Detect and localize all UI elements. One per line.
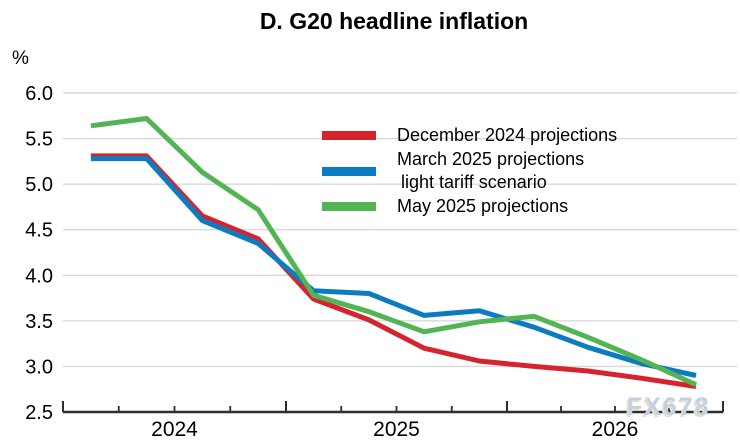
y-axis-tick-labels: 2.5 3.0 3.5 4.0 4.5 5.0 5.5 6.0 (25, 83, 53, 424)
legend-swatch-green (322, 202, 376, 211)
series-line-0 (90, 153, 697, 389)
x-axis (62, 401, 724, 414)
x-axis-tick-labels: 2024 2025 2026 (151, 418, 638, 441)
y-axis-unit-label: % (12, 48, 29, 69)
svg-text:5.5: 5.5 (25, 129, 53, 151)
watermark-fx678: FX678 (627, 393, 711, 421)
legend-swatch-blue (322, 166, 376, 176)
legend-swatch-red (322, 131, 376, 140)
svg-text:2025: 2025 (373, 418, 420, 441)
legend-label: May 2025 projections (397, 196, 569, 216)
chart-legend: December 2024 projections March 2025 pro… (322, 124, 682, 219)
svg-text:2026: 2026 (592, 418, 639, 441)
legend-label-line1: March 2025 projections (397, 149, 585, 169)
svg-text:5.0: 5.0 (25, 174, 53, 196)
legend-label: December 2024 projections (397, 125, 618, 145)
chart-title: D. G20 headline inflation (259, 8, 529, 34)
legend-label: March 2025 projections light tariff scen… (397, 148, 584, 194)
svg-text:3.0: 3.0 (25, 356, 53, 378)
series-line-1 (90, 156, 697, 378)
series-line-2 (90, 116, 698, 387)
svg-text:2.5: 2.5 (25, 402, 53, 424)
series-lines (90, 116, 698, 389)
svg-text:3.5: 3.5 (25, 311, 53, 333)
legend-item-december-2024: December 2024 projections (322, 124, 682, 147)
legend-item-may-2025: May 2025 projections (322, 195, 682, 218)
legend-label-line2: light tariff scenario (401, 172, 547, 192)
svg-text:2024: 2024 (151, 418, 198, 441)
legend-item-march-2025: March 2025 projections light tariff scen… (322, 148, 682, 194)
svg-text:6.0: 6.0 (25, 83, 53, 105)
svg-text:4.5: 4.5 (25, 220, 53, 242)
svg-text:4.0: 4.0 (25, 265, 53, 287)
